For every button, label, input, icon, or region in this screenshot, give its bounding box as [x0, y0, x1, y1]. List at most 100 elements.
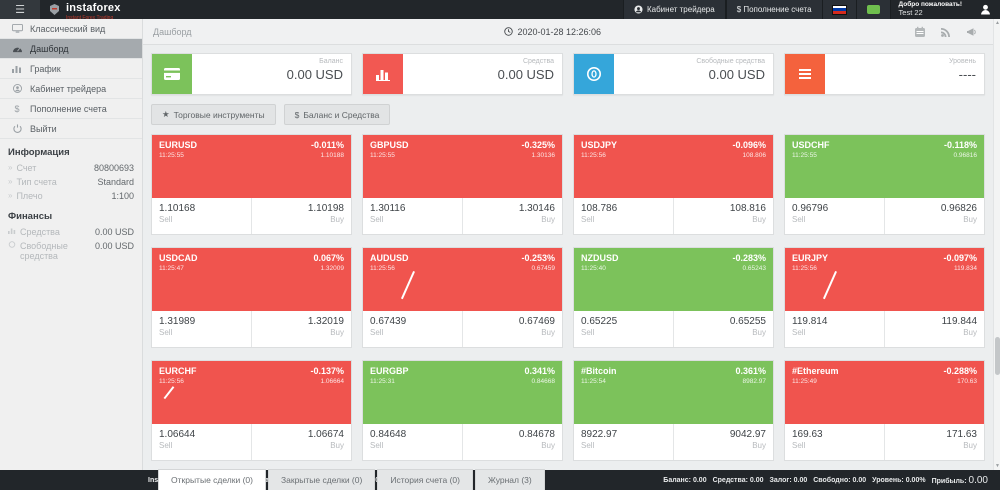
quote-tile-header[interactable]: EURGBP 11:25:31 0.341% 0.84668: [363, 361, 562, 424]
balance-and-funds-button[interactable]: $ Баланс и Средства: [283, 104, 391, 125]
brand[interactable]: instaforex Instant Forex Trading: [40, 0, 129, 21]
quote-tile-header[interactable]: USDJPY 11:25:56 -0.096% 108.806: [574, 135, 773, 198]
info-row-account-type: » Тип счета Standard: [0, 175, 142, 189]
quote-tile-header[interactable]: GBPUSD 11:25:55 -0.325% 1.30136: [363, 135, 562, 198]
payment-card-button[interactable]: [856, 0, 891, 19]
stat-label: Залог:: [769, 476, 792, 484]
user-icon: [10, 84, 24, 93]
quote-time: 11:25:56: [370, 264, 395, 272]
sell-button[interactable]: 0.84648 Sell: [363, 424, 463, 460]
sidebar-item-logout[interactable]: Выйти: [0, 119, 142, 139]
buy-button[interactable]: 108.816 Buy: [674, 198, 773, 234]
buy-label: Buy: [752, 441, 766, 450]
sell-button[interactable]: 108.786 Sell: [574, 198, 674, 234]
vertical-scrollbar[interactable]: ▲ ▼: [993, 19, 1000, 470]
trading-instruments-button[interactable]: ★ Торговые инструменты: [151, 104, 276, 125]
topbar-cabinet-button[interactable]: Кабинет трейдера: [622, 0, 726, 19]
sidebar-item-classic-view[interactable]: Классический вид: [0, 19, 142, 39]
sell-button[interactable]: 8922.97 Sell: [574, 424, 674, 460]
language-flag-ru[interactable]: [822, 0, 857, 19]
quote-time: 11:25:49: [792, 377, 817, 385]
buy-price: 0.84678: [518, 429, 555, 440]
last-price: 8982.97: [742, 377, 767, 385]
sell-price: 119.814: [792, 316, 828, 327]
sidebar-item-chart[interactable]: График: [0, 59, 142, 79]
buy-price: 108.816: [729, 203, 766, 214]
scroll-up-arrow[interactable]: ▲: [995, 20, 1000, 26]
symbol: NZDUSD: [581, 253, 619, 263]
dollar-icon: $: [14, 103, 20, 114]
quote-tile-header[interactable]: #Ethereum 11:25:49 -0.288% 170.63: [785, 361, 984, 424]
tab-open-trades[interactable]: Открытые сделки (0): [158, 469, 266, 490]
brand-tagline: Instant Forex Trading: [66, 14, 114, 21]
buy-button[interactable]: 9042.97 Buy: [674, 424, 773, 460]
sell-label: Sell: [581, 441, 595, 450]
stat-value: 0.00: [793, 476, 808, 484]
last-price: 108.806: [742, 151, 767, 159]
megaphone-icon[interactable]: [966, 26, 978, 38]
last-price: 1.06664: [320, 377, 345, 385]
sidebar-item-deposit[interactable]: $ Пополнение счета: [0, 99, 142, 119]
chevron-icon: »: [8, 163, 13, 172]
sell-button[interactable]: 1.31989 Sell: [152, 311, 252, 347]
buy-button[interactable]: 0.67469 Buy: [463, 311, 562, 347]
tab-closed-trades[interactable]: Закрытые сделки (0): [267, 469, 376, 490]
balance-card: Баланс 0.00 USD: [151, 53, 352, 95]
mini-chart-icon: [8, 227, 16, 234]
symbol: EURJPY: [792, 253, 829, 263]
scrollbar-thumb[interactable]: [995, 337, 1000, 375]
stat-label: Средства:: [712, 476, 748, 484]
buy-button[interactable]: 1.10198 Buy: [252, 198, 351, 234]
sell-button[interactable]: 0.96796 Sell: [785, 198, 885, 234]
sell-label: Sell: [370, 215, 384, 224]
stat-value-profit: 0.00: [968, 474, 988, 486]
quote-tile-header[interactable]: #Bitcoin 11:25:54 0.361% 8982.97: [574, 361, 773, 424]
sell-label: Sell: [581, 328, 595, 337]
quote-tile-header[interactable]: USDCAD 11:25:47 0.067% 1.32009: [152, 248, 351, 311]
sell-price: 169.63: [792, 429, 823, 440]
russian-flag-icon: [831, 4, 847, 15]
buy-button[interactable]: 119.844 Buy: [885, 311, 984, 347]
buy-button[interactable]: 1.06674 Buy: [252, 424, 351, 460]
buy-button[interactable]: 1.32019 Buy: [252, 311, 351, 347]
quote-time: 11:25:31: [370, 377, 395, 385]
tab-journal[interactable]: Журнал (3): [474, 469, 545, 490]
quote-time: 11:25:47: [159, 264, 184, 272]
topbar-deposit-button[interactable]: $ Пополнение счета: [725, 0, 823, 19]
quote-tile-eurgbp: EURGBP 11:25:31 0.341% 0.84668 0.84648 Sell…: [362, 360, 563, 461]
sidebar-item-dashboard[interactable]: Дашборд: [0, 39, 142, 59]
main-area: Дашборд 2020-01-28 12:26:06 Баланс: [143, 19, 1000, 490]
sell-button[interactable]: 169.63 Sell: [785, 424, 885, 460]
tab-account-history[interactable]: История счета (0): [377, 469, 473, 490]
buy-button[interactable]: 171.63 Buy: [885, 424, 984, 460]
buy-button[interactable]: 1.30146 Buy: [463, 198, 562, 234]
buy-button[interactable]: 0.96826 Buy: [885, 198, 984, 234]
sell-button[interactable]: 119.814 Sell: [785, 311, 885, 347]
green-card-icon: [866, 5, 880, 14]
quote-tile-header[interactable]: EURJPY 11:25:56 -0.097% 119.834: [785, 248, 984, 311]
quote-tile-ethereum: #Ethereum 11:25:49 -0.288% 170.63 169.63 Se…: [784, 360, 985, 461]
sell-button[interactable]: 0.65225 Sell: [574, 311, 674, 347]
rss-icon[interactable]: [940, 26, 952, 38]
buy-price: 0.65255: [729, 316, 766, 327]
sidebar-item-label: Выйти: [30, 123, 57, 134]
sidebar-item-trader-cabinet[interactable]: Кабинет трейдера: [0, 79, 142, 99]
quote-tile-header[interactable]: EURCHF 11:25:56 -0.137% 1.06664: [152, 361, 351, 424]
quote-tile-header[interactable]: NZDUSD 11:25:40 -0.283% 0.65243: [574, 248, 773, 311]
quote-tile-header[interactable]: AUDUSD 11:25:56 -0.253% 0.67459: [363, 248, 562, 311]
sell-label: Sell: [792, 441, 806, 450]
sell-button[interactable]: 0.67439 Sell: [363, 311, 463, 347]
quote-tile-header[interactable]: EURUSD 11:25:55 -0.011% 1.10188: [152, 135, 351, 198]
sell-button[interactable]: 1.30116 Sell: [363, 198, 463, 234]
sell-button[interactable]: 1.10168 Sell: [152, 198, 252, 234]
buy-button[interactable]: 0.65255 Buy: [674, 311, 773, 347]
sell-label: Sell: [581, 215, 595, 224]
sell-button[interactable]: 1.06644 Sell: [152, 424, 252, 460]
menu-toggle-button[interactable]: ☰: [0, 0, 40, 19]
buy-button[interactable]: 0.84678 Buy: [463, 424, 562, 460]
quote-tile-header[interactable]: USDCHF 11:25:55 -0.118% 0.96816: [785, 135, 984, 198]
user-avatar[interactable]: [970, 0, 1000, 19]
calendar-icon[interactable]: [914, 26, 926, 38]
chevron-icon: »: [8, 191, 13, 200]
scroll-down-arrow[interactable]: ▼: [995, 463, 1000, 469]
